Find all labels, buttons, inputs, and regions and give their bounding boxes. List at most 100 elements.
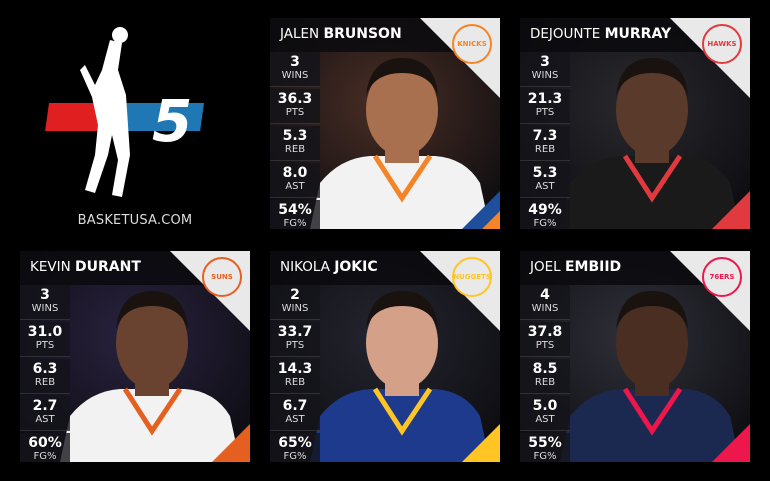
team-logo-icon: SUNS	[202, 257, 242, 297]
stat-value: 37.8	[527, 323, 563, 340]
team-name: NUGGETS	[453, 273, 491, 281]
stat-box: 5.3 AST	[520, 162, 570, 199]
stat-box: 14.3 REB	[270, 358, 320, 395]
stat-label: AST	[35, 413, 55, 425]
stat-label: PTS	[535, 106, 555, 118]
stat-box: 2.7 AST	[20, 395, 70, 432]
stat-label: FG%	[283, 217, 307, 229]
stat-box: 3 WINS	[270, 52, 320, 88]
stat-box: 33.7 PTS	[270, 321, 320, 358]
stat-box: 31.0 PTS	[20, 321, 70, 358]
player-card-jokic: NIKOLA JOKIC NUGGETS 2 WINS 33.7 PTS 14.3 REB…	[270, 251, 500, 462]
team-color-stripe-inner	[482, 211, 500, 229]
stat-value: 65%	[278, 434, 312, 451]
stat-value: 4	[540, 287, 550, 303]
stat-box: 36.3 PTS	[270, 88, 320, 125]
stat-label: FG%	[533, 450, 557, 462]
basketusa-logo: 5 BASKETUSA.COM	[40, 25, 230, 235]
stat-box: 3 WINS	[20, 285, 70, 321]
stat-value: 2.7	[32, 397, 58, 414]
site-name: BASKETUSA.COM	[77, 213, 193, 228]
team-name: SUNS	[211, 273, 233, 281]
stats-column: 4 WINS 37.8 PTS 8.5 REB 5.0 AST 55% FG%	[520, 285, 570, 462]
first-name: NIKOLA	[280, 259, 330, 275]
stat-label: AST	[535, 413, 555, 425]
stat-label: FG%	[533, 217, 557, 229]
last-name: BRUNSON	[323, 26, 402, 42]
last-name: DURANT	[75, 259, 141, 275]
stat-value: 8.0	[282, 164, 308, 181]
first-name: JALEN	[280, 26, 320, 42]
stat-value: 21.3	[527, 90, 563, 107]
team-color-stripe-inner	[732, 211, 750, 229]
stat-box: 5.0 AST	[520, 395, 570, 432]
last-name: JOKIC	[334, 259, 378, 275]
stat-value: 5.3	[282, 127, 308, 144]
team-logo-icon: 76ERS	[702, 257, 742, 297]
stat-label: AST	[285, 413, 305, 425]
last-name: MURRAY	[604, 26, 672, 42]
team-name: HAWKS	[707, 40, 737, 48]
stat-value: 7.3	[532, 127, 558, 144]
stat-label: REB	[34, 376, 56, 388]
stat-label: FG%	[283, 450, 307, 462]
first-name: KEVIN	[30, 259, 71, 275]
stat-value: 36.3	[277, 90, 313, 107]
stat-label: PTS	[285, 106, 305, 118]
stat-value: 14.3	[277, 360, 313, 377]
team-color-stripe-inner	[232, 444, 250, 462]
stat-label: AST	[535, 180, 555, 192]
stats-column: 3 WINS 36.3 PTS 5.3 REB 8.0 AST 54% FG%	[270, 52, 320, 229]
stat-label: WINS	[531, 70, 559, 81]
team-logo-icon: NUGGETS	[452, 257, 492, 297]
stat-label: PTS	[285, 339, 305, 351]
last-name: EMBIID	[564, 259, 622, 275]
logo-number: 5	[152, 87, 193, 155]
stat-label: WINS	[531, 303, 559, 314]
stat-value: 60%	[28, 434, 62, 451]
player-card-brunson: JALEN BRUNSON KNICKS 3 WINS 36.3 PTS 5.3 REB 8…	[270, 18, 500, 229]
stat-label: FG%	[33, 450, 57, 462]
stat-label: REB	[284, 376, 306, 388]
stat-box: 8.5 REB	[520, 358, 570, 395]
team-name: KNICKS	[457, 40, 487, 48]
stat-value: 5.3	[532, 164, 558, 181]
stat-value: 3	[40, 287, 50, 303]
stat-box: 4 WINS	[520, 285, 570, 321]
stats-column: 3 WINS 21.3 PTS 7.3 REB 5.3 AST 49% FG%	[520, 52, 570, 229]
stat-label: WINS	[31, 303, 59, 314]
stat-box: 8.0 AST	[270, 162, 320, 199]
stat-value: 8.5	[532, 360, 558, 377]
stat-box: 55% FG%	[520, 432, 570, 462]
stat-box: 49% FG%	[520, 199, 570, 229]
player-card-durant: KEVIN DURANT SUNS 3 WINS 31.0 PTS 6.3 REB 2.7 A…	[20, 251, 250, 462]
stat-value: 3	[290, 54, 300, 70]
stats-column: 2 WINS 33.7 PTS 14.3 REB 6.7 AST 65% FG%	[270, 285, 320, 462]
stat-box: 6.3 REB	[20, 358, 70, 395]
stat-box: 60% FG%	[20, 432, 70, 462]
stats-column: 3 WINS 31.0 PTS 6.3 REB 2.7 AST 60% FG%	[20, 285, 70, 462]
stat-value: 6.7	[282, 397, 308, 414]
player-card-embiid: JOEL EMBIID 76ERS 4 WINS 37.8 PTS 8.5 REB 5.0 A…	[520, 251, 750, 462]
stat-label: AST	[285, 180, 305, 192]
stat-box: 65% FG%	[270, 432, 320, 462]
stat-value: 54%	[278, 201, 312, 218]
stat-box: 37.8 PTS	[520, 321, 570, 358]
stat-box: 5.3 REB	[270, 125, 320, 162]
stat-label: REB	[534, 143, 556, 155]
stat-value: 6.3	[32, 360, 58, 377]
player-silhouette-logo-icon	[45, 27, 205, 197]
team-name: 76ERS	[709, 273, 735, 281]
stat-value: 2	[290, 287, 300, 303]
stat-value: 31.0	[27, 323, 63, 340]
first-name: DEJOUNTE	[530, 26, 601, 42]
stat-box: 54% FG%	[270, 199, 320, 229]
stat-box: 2 WINS	[270, 285, 320, 321]
stat-box: 7.3 REB	[520, 125, 570, 162]
stat-label: PTS	[35, 339, 55, 351]
team-color-stripe-inner	[732, 444, 750, 462]
stat-value: 3	[540, 54, 550, 70]
stat-box: 6.7 AST	[270, 395, 320, 432]
stat-label: REB	[534, 376, 556, 388]
stat-label: WINS	[281, 70, 309, 81]
